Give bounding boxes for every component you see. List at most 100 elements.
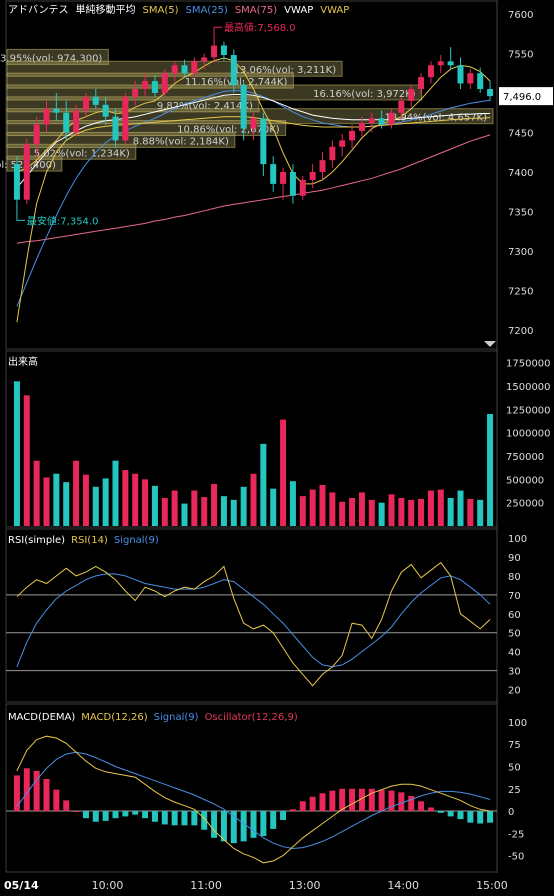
volume-bar[interactable] [142, 479, 149, 526]
macd-oscillator-bar[interactable] [63, 800, 70, 812]
volume-bar[interactable] [477, 499, 484, 526]
candle[interactable] [487, 89, 494, 97]
macd-oscillator-bar[interactable] [112, 811, 119, 819]
macd-oscillator-bar[interactable] [250, 811, 257, 838]
volume-bar[interactable] [398, 498, 405, 526]
volume-bar[interactable] [250, 473, 257, 526]
volume-bar[interactable] [339, 501, 346, 526]
volume-bar[interactable] [487, 414, 494, 526]
volume-bar[interactable] [467, 498, 474, 526]
macd-oscillator-bar[interactable] [299, 801, 306, 812]
candle[interactable] [398, 100, 405, 113]
macd-oscillator-bar[interactable] [92, 811, 99, 822]
macd-oscillator-bar[interactable] [339, 788, 346, 812]
volume-bar[interactable] [23, 395, 30, 526]
macd-oscillator-bar[interactable] [329, 790, 336, 812]
candle[interactable] [33, 124, 40, 145]
macd-oscillator-bar[interactable] [201, 811, 208, 830]
macd-oscillator-bar[interactable] [457, 811, 464, 820]
volume-bar[interactable] [427, 490, 434, 526]
candle[interactable] [82, 96, 89, 111]
macd-oscillator-bar[interactable] [447, 811, 454, 817]
candle[interactable] [181, 65, 188, 74]
macd-oscillator-bar[interactable] [240, 811, 247, 842]
candle[interactable] [220, 45, 227, 56]
macd-oscillator-bar[interactable] [142, 811, 149, 819]
volume-bar[interactable] [230, 499, 237, 526]
candle[interactable] [240, 85, 247, 129]
volume-bar[interactable] [289, 481, 296, 526]
candle[interactable] [309, 172, 316, 180]
volume-bar[interactable] [260, 443, 267, 526]
candle[interactable] [161, 73, 168, 93]
macd-oscillator-bar[interactable] [378, 789, 385, 812]
candle[interactable] [368, 118, 375, 124]
candle[interactable] [299, 179, 306, 196]
volume-bar[interactable] [33, 460, 40, 526]
macd-oscillator-bar[interactable] [23, 768, 30, 812]
macd-oscillator-bar[interactable] [408, 795, 415, 812]
candle[interactable] [427, 65, 434, 78]
macd-oscillator-bar[interactable] [181, 811, 188, 826]
macd-oscillator-bar[interactable] [73, 811, 80, 813]
macd-oscillator-bar[interactable] [171, 811, 178, 826]
candle[interactable] [447, 61, 454, 66]
volume-bar[interactable] [63, 482, 70, 526]
volume-bar[interactable] [171, 490, 178, 526]
macd-oscillator-bar[interactable] [477, 811, 484, 824]
volume-bar[interactable] [329, 492, 336, 526]
candle[interactable] [289, 172, 296, 196]
candle[interactable] [349, 130, 356, 141]
candle[interactable] [250, 118, 257, 129]
volume-bar[interactable] [112, 460, 119, 526]
volume-bar[interactable] [408, 499, 415, 526]
candle[interactable] [112, 116, 119, 141]
volume-bar[interactable] [132, 473, 139, 526]
candle[interactable] [358, 123, 365, 131]
macd-oscillator-bar[interactable] [151, 811, 158, 822]
volume-bar[interactable] [43, 477, 50, 526]
candle[interactable] [339, 140, 346, 147]
macd-oscillator-bar[interactable] [230, 811, 237, 844]
candle[interactable] [201, 57, 208, 62]
candle[interactable] [457, 65, 464, 84]
macd-oscillator-bar[interactable] [289, 809, 296, 812]
macd-oscillator-bar[interactable] [368, 788, 375, 812]
candle[interactable] [408, 89, 415, 101]
macd-oscillator-bar[interactable] [349, 788, 356, 812]
candle[interactable] [13, 164, 20, 200]
macd-oscillator-bar[interactable] [161, 811, 168, 825]
candle[interactable] [211, 45, 218, 58]
volume-bar[interactable] [151, 485, 158, 526]
volume-bar[interactable] [280, 419, 287, 526]
candle[interactable] [280, 172, 287, 184]
candle[interactable] [467, 73, 474, 84]
candle[interactable] [477, 73, 484, 90]
volume-bar[interactable] [349, 498, 356, 526]
volume-bar[interactable] [92, 486, 99, 526]
candle[interactable] [378, 118, 385, 125]
macd-oscillator-bar[interactable] [211, 811, 218, 838]
macd-oscillator-bar[interactable] [102, 811, 109, 821]
macd-oscillator-bar[interactable] [82, 811, 89, 819]
macd-oscillator-bar[interactable] [220, 811, 227, 842]
candle[interactable] [270, 164, 277, 184]
candle[interactable] [191, 61, 198, 74]
macd-oscillator-bar[interactable] [33, 770, 40, 812]
macd-oscillator-bar[interactable] [319, 793, 326, 812]
macd-oscillator-bar[interactable] [437, 811, 444, 813]
candle[interactable] [43, 108, 50, 125]
volume-bar[interactable] [309, 489, 316, 526]
candle[interactable] [63, 112, 70, 133]
collapse-toggle-icon[interactable] [484, 341, 496, 347]
volume-bar[interactable] [270, 488, 277, 526]
volume-bar[interactable] [358, 492, 365, 526]
volume-bar[interactable] [437, 489, 444, 526]
volume-bar[interactable] [102, 478, 109, 526]
volume-bar[interactable] [319, 484, 326, 526]
candle[interactable] [73, 110, 80, 133]
candle[interactable] [92, 96, 99, 105]
candle[interactable] [171, 65, 178, 74]
candle[interactable] [230, 55, 237, 86]
